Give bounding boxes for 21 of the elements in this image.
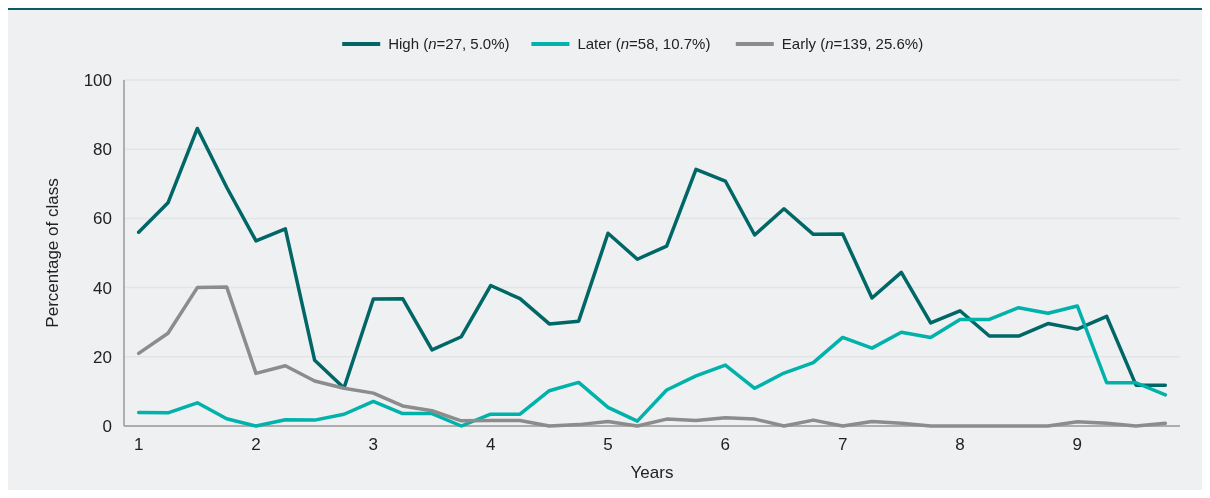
x-tick-label: 5: [603, 435, 613, 454]
y-tick-label: 60: [93, 209, 112, 229]
x-tick-label: 6: [720, 435, 731, 454]
legend-label: Later (n=58, 10.7%): [577, 35, 711, 53]
x-tick-label: 1: [133, 435, 144, 454]
x-tick-label: 2: [251, 435, 261, 454]
y-tick-label: 40: [93, 278, 112, 298]
line-series: [136, 126, 1168, 390]
x-axis-title: Years: [630, 463, 674, 482]
legend-label: High (n=27, 5.0%): [388, 35, 510, 53]
y-tick-label: 20: [93, 347, 112, 367]
x-tick-label: 8: [955, 435, 965, 454]
x-tick-label: 9: [1072, 435, 1083, 454]
legend-label: Early (n=139, 25.6%): [781, 35, 924, 53]
x-tick-label: 4: [485, 435, 496, 454]
y-axis-title: Percentage of class: [43, 178, 62, 328]
y-tick-label: 80: [93, 140, 112, 160]
y-tick-label: 100: [83, 70, 112, 90]
y-tick-label: 0: [102, 416, 112, 436]
x-tick-label: 3: [368, 435, 379, 454]
x-tick-label: 7: [837, 435, 848, 454]
